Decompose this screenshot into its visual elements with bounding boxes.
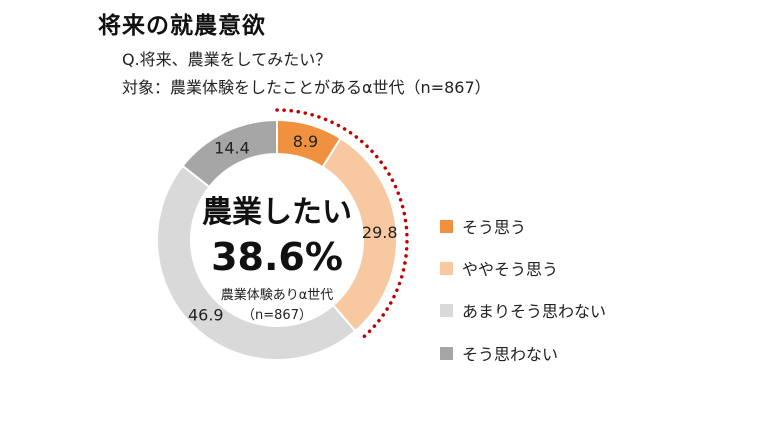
center-percent: 38.6%	[211, 235, 343, 279]
center-sample-size: （n=867）	[242, 308, 312, 323]
target-text: 対象：農業体験をしたことがあるα世代（n=867）	[122, 78, 491, 97]
legend-swatch	[440, 346, 453, 360]
legend-swatch	[440, 303, 453, 317]
center-subtitle: 農業体験ありα世代	[221, 287, 334, 303]
legend-item-somewhat-yes: ややそう思う	[440, 256, 558, 280]
question-text: Q.将来、農業をしてみたい？	[122, 50, 332, 69]
chart-title: 将来の就農意欲	[98, 13, 266, 39]
slice-not-much	[156, 164, 357, 361]
highlight-dotted-arc	[275, 108, 409, 340]
legend-label: ややそう思う	[462, 260, 559, 279]
value-label-strong-yes: 8.9	[293, 132, 318, 151]
legend-item-not-much: あまりそう思わない	[440, 298, 606, 322]
legend-label: そう思わない	[462, 345, 559, 364]
legend-swatch	[440, 219, 453, 233]
value-label-somewhat-yes: 29.8	[362, 223, 398, 242]
value-label-not-much: 46.9	[188, 305, 224, 324]
legend-label: あまりそう思わない	[462, 302, 607, 321]
value-labels: 8.9 29.8 46.9 14.4	[188, 132, 398, 324]
legend-label: そう思う	[462, 218, 527, 237]
legend-swatch	[440, 261, 453, 275]
legend-item-strong-yes: そう思う	[440, 214, 526, 238]
legend-item-no: そう思わない	[440, 341, 558, 365]
center-headline: 農業したい	[202, 195, 352, 230]
donut-slices	[156, 118, 398, 361]
slice-no	[181, 118, 278, 189]
value-label-no: 14.4	[214, 138, 250, 157]
